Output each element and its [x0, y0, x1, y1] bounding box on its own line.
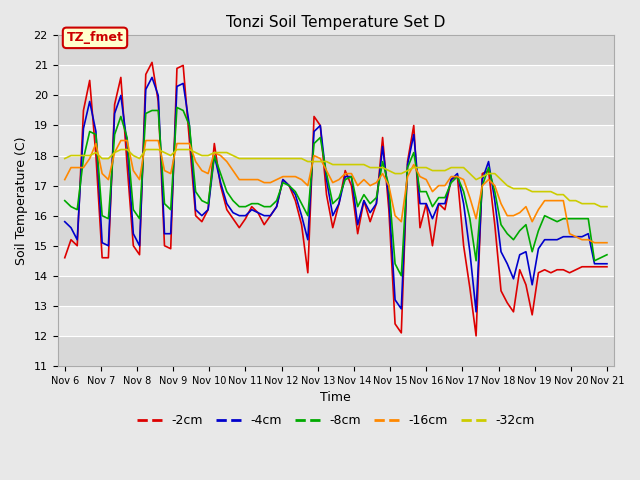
-16cm: [603, 240, 611, 246]
-2cm: [217, 183, 225, 189]
-4cm: [217, 180, 225, 185]
-8cm: [223, 189, 230, 194]
Bar: [58, 276, 614, 306]
Text: TZ_fmet: TZ_fmet: [67, 31, 124, 44]
Bar: [58, 156, 614, 186]
-16cm: [117, 138, 125, 144]
-16cm: [335, 177, 343, 182]
Bar: [58, 36, 614, 65]
Line: -8cm: -8cm: [65, 108, 607, 276]
-8cm: [497, 222, 505, 228]
-32cm: [61, 156, 68, 161]
-8cm: [61, 198, 68, 204]
Bar: [58, 125, 614, 156]
Legend: -2cm, -4cm, -8cm, -16cm, -32cm: -2cm, -4cm, -8cm, -16cm, -32cm: [132, 409, 540, 432]
-8cm: [173, 105, 180, 110]
-2cm: [74, 243, 81, 249]
Bar: [58, 336, 614, 366]
-8cm: [385, 183, 393, 189]
-32cm: [603, 204, 611, 210]
Line: -4cm: -4cm: [65, 77, 607, 312]
Bar: [58, 306, 614, 336]
-4cm: [223, 201, 230, 206]
-2cm: [223, 207, 230, 213]
-2cm: [148, 60, 156, 65]
-4cm: [74, 237, 81, 242]
Line: -16cm: -16cm: [65, 141, 607, 243]
Line: -2cm: -2cm: [65, 62, 607, 336]
Bar: [58, 186, 614, 216]
X-axis label: Time: Time: [321, 391, 351, 404]
-32cm: [491, 171, 499, 177]
-16cm: [385, 183, 393, 189]
-32cm: [335, 162, 343, 168]
-8cm: [217, 171, 225, 177]
Title: Tonzi Soil Temperature Set D: Tonzi Soil Temperature Set D: [226, 15, 445, 30]
-8cm: [335, 195, 343, 201]
-32cm: [597, 204, 605, 210]
-2cm: [385, 207, 393, 213]
-2cm: [603, 264, 611, 270]
-2cm: [61, 255, 68, 261]
-2cm: [497, 288, 505, 294]
-4cm: [497, 249, 505, 254]
Y-axis label: Soil Temperature (C): Soil Temperature (C): [15, 136, 28, 265]
-8cm: [603, 252, 611, 258]
Bar: [58, 96, 614, 125]
-4cm: [385, 195, 393, 201]
-2cm: [472, 333, 480, 339]
Bar: [58, 246, 614, 276]
Bar: [58, 216, 614, 246]
-16cm: [74, 165, 81, 170]
-32cm: [117, 147, 125, 153]
-2cm: [335, 201, 343, 206]
-16cm: [591, 240, 598, 246]
Line: -32cm: -32cm: [65, 150, 607, 207]
-4cm: [603, 261, 611, 266]
-4cm: [61, 219, 68, 225]
-32cm: [385, 168, 393, 173]
-16cm: [217, 153, 225, 158]
-8cm: [397, 273, 405, 279]
-4cm: [335, 201, 343, 206]
Bar: [58, 65, 614, 96]
-32cm: [223, 150, 230, 156]
-16cm: [61, 177, 68, 182]
-8cm: [74, 207, 81, 213]
-4cm: [472, 309, 480, 315]
-32cm: [217, 150, 225, 156]
-16cm: [491, 183, 499, 189]
-16cm: [223, 159, 230, 165]
-4cm: [148, 74, 156, 80]
-32cm: [74, 153, 81, 158]
